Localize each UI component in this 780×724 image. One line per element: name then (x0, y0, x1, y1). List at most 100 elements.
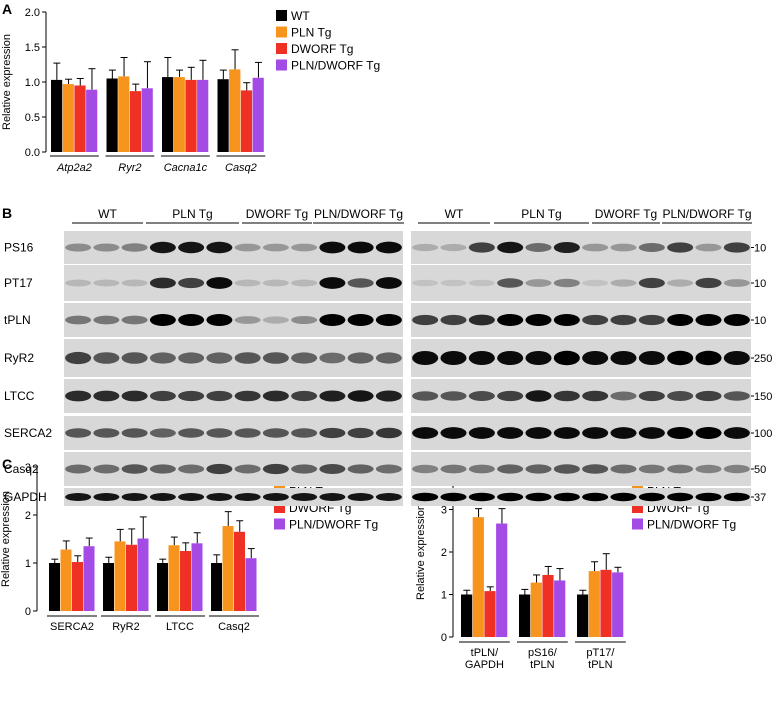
bar-wt (162, 77, 174, 152)
bar-wt (519, 594, 531, 637)
legend-label: PLN/DWORF Tg (647, 518, 736, 532)
bar-pln-dworf-tg (191, 543, 203, 611)
blot-band (525, 390, 552, 402)
blot-band (319, 390, 346, 402)
blot-strip-left (64, 416, 403, 450)
blot-band (291, 279, 318, 287)
blot-band (375, 390, 402, 402)
blot-band (206, 352, 233, 364)
bar-pln-dworf-tg (252, 77, 264, 152)
blot-band (347, 427, 374, 439)
category-label: pS16/ (528, 647, 558, 659)
blot-strip-right (411, 303, 751, 337)
blot-band (178, 241, 205, 254)
legend-label: DWORF Tg (291, 42, 353, 56)
blot-band (234, 352, 261, 364)
bar-dworf-tg (72, 562, 83, 611)
category-label: Cacna1c (164, 162, 208, 174)
blot-band (723, 464, 750, 474)
blot-band (149, 493, 176, 501)
blot-strip-right (411, 339, 751, 377)
y-tick-label: 1.5 (25, 42, 40, 54)
blot-band (347, 278, 374, 288)
blot-band (553, 390, 580, 402)
blot-band (412, 314, 439, 326)
blot-band (610, 243, 637, 252)
legend-label: PLN/DWORF Tg (289, 518, 378, 532)
blot-strip-left (64, 265, 403, 301)
blot-band (525, 350, 552, 366)
blot-strip-right (411, 231, 751, 264)
y-tick-label: 0 (441, 632, 447, 644)
blot-band (440, 243, 467, 252)
blot-band (65, 351, 92, 365)
blot-band (65, 493, 92, 501)
blot-band (723, 391, 750, 401)
bar-pln-tg (229, 69, 241, 152)
blot-group-label: DWORF Tg (246, 207, 308, 221)
category-label: Ryr2 (118, 162, 141, 174)
blot-group-label: PLN/DWORF Tg (314, 207, 403, 221)
blot-marker: 100 (754, 428, 772, 440)
blot-band (262, 493, 289, 501)
blot-band (291, 464, 318, 474)
blot-band (497, 241, 524, 254)
blot-band (610, 350, 637, 366)
legend-swatch (274, 518, 285, 530)
y-axis-label: Relative expression (0, 491, 12, 587)
legend-swatch (276, 26, 287, 38)
blot-band (667, 427, 694, 439)
blot-band (93, 428, 120, 438)
blot-band (582, 492, 609, 502)
blot-band (553, 492, 580, 502)
bar-wt (577, 594, 589, 637)
blot-band (206, 428, 233, 438)
blot-band (440, 427, 467, 439)
blot-band (347, 464, 374, 474)
blot-band (149, 277, 176, 289)
blot-strip-right (411, 488, 751, 506)
blot-band (440, 391, 467, 401)
blot-row-label: RyR2 (4, 351, 34, 365)
blot-group-label: WT (98, 207, 117, 221)
blot-band (723, 427, 750, 439)
blot-band (234, 493, 261, 501)
blot-band (65, 315, 92, 325)
bar-pln-dworf-tg (612, 572, 624, 637)
blot-marker: 10 (754, 315, 766, 327)
y-tick-label: 0.5 (25, 112, 40, 124)
blot-band (468, 279, 495, 287)
blot-band (206, 463, 233, 475)
blot-band (319, 241, 346, 254)
blot-band (262, 463, 289, 475)
blot-band (412, 464, 439, 474)
blot-band (65, 279, 92, 287)
blot-band (497, 427, 524, 439)
western-blot-panel: PS16 10 PT17 10 tPLN 10 RyR2 250 LTCC 150 SERCA2 10… (4, 207, 772, 506)
bar-wt (106, 78, 118, 152)
blot-band (468, 391, 495, 401)
blot-band (723, 350, 750, 366)
blot-band (234, 390, 261, 402)
y-tick-label: 2 (441, 547, 447, 559)
bar-wt (103, 563, 114, 611)
blot-band (412, 243, 439, 252)
blot-band (525, 492, 552, 502)
chart-c: 0 1 2 3 Relative expression SERCA2 RyR2 LTCC Cas… (0, 462, 378, 633)
category-label: Casq2 (225, 162, 257, 174)
blot-band (262, 428, 289, 438)
blot-band (121, 493, 148, 501)
blot-band (553, 278, 580, 288)
blot-band (468, 350, 495, 366)
blot-band (375, 277, 402, 289)
blot-marker: 50 (754, 464, 766, 476)
blot-band (582, 314, 609, 326)
blot-band (178, 352, 205, 364)
blot-row-label: LTCC (4, 389, 35, 403)
blot-band (319, 277, 346, 289)
blot-band (667, 279, 694, 287)
blot-band (525, 243, 552, 252)
blot-band (121, 243, 148, 252)
blot-band (610, 314, 637, 326)
blot-band (262, 352, 289, 364)
